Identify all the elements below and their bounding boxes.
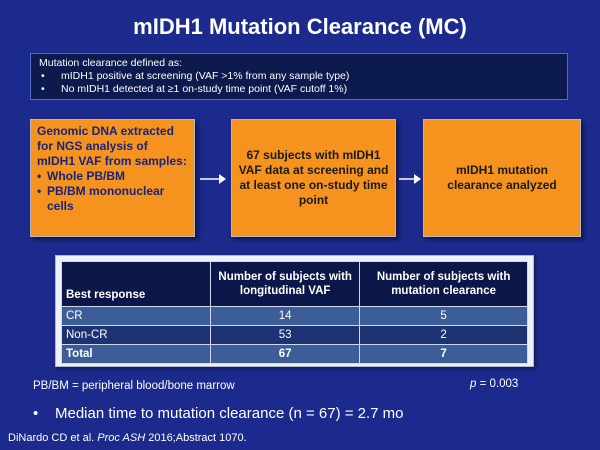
flow-box-subjects: 67 subjects with mIDH1 VAF data at scree… — [231, 119, 396, 237]
cell-longitudinal-vaf: 53 — [210, 325, 361, 345]
bullet-icon: • — [33, 405, 39, 422]
flow-arrow-2 — [399, 174, 421, 184]
header-best-response: Best response — [60, 261, 212, 307]
sample-type-item: Whole PB/BM — [37, 169, 188, 184]
table-header-row: Best response Number of subjects with lo… — [60, 261, 528, 307]
definition-item: No mIDH1 detected at ≥1 on-study time po… — [39, 83, 559, 96]
summary-bullet-text: Median time to mutation clearance (n = 6… — [55, 405, 404, 422]
cell-longitudinal-vaf: 67 — [210, 344, 361, 364]
sample-type-item: PB/BM mononuclear cells — [37, 184, 188, 214]
abbreviation-footnote: PB/BM = peripheral blood/bone marrow — [33, 380, 235, 392]
definition-heading: Mutation clearance defined as: — [39, 57, 183, 69]
flow-box-sample-prep: Genomic DNA extracted for NGS analysis o… — [30, 119, 195, 237]
citation-authors: DiNardo CD et al. — [8, 432, 98, 444]
definition-box: Mutation clearance defined as: mIDH1 pos… — [30, 53, 568, 100]
response-table: Best response Number of subjects with lo… — [60, 261, 528, 364]
table-row: Non-CR 53 2 — [60, 325, 528, 345]
sample-type-list: Whole PB/BM PB/BM mononuclear cells — [37, 169, 188, 214]
row-label: Total — [60, 344, 212, 364]
cell-mutation-clearance: 7 — [359, 344, 528, 364]
flow-arrow-1 — [200, 174, 226, 184]
p-value: p = 0.003 — [470, 378, 518, 390]
row-label: Non-CR — [60, 325, 212, 345]
citation-rest: 2016;Abstract 1070. — [145, 432, 247, 444]
cell-mutation-clearance: 5 — [359, 306, 528, 326]
flow-box-clearance: mIDH1 mutation clearance analyzed — [423, 119, 581, 237]
row-label: CR — [60, 306, 212, 326]
flow-box-clearance-text: mIDH1 mutation clearance analyzed — [447, 163, 557, 192]
table-row-total: Total 67 7 — [60, 344, 528, 364]
table-row: CR 14 5 — [60, 306, 528, 326]
header-mutation-clearance: Number of subjects with mutation clearan… — [359, 261, 528, 307]
summary-bullet: • Median time to mutation clearance (n = … — [33, 405, 404, 422]
flow-box-subjects-text: 67 subjects with mIDH1 VAF data at scree… — [238, 148, 389, 207]
response-table-panel: Best response Number of subjects with lo… — [55, 255, 534, 367]
p-value-text: = 0.003 — [476, 378, 519, 390]
cell-mutation-clearance: 2 — [359, 325, 528, 345]
definition-list: mIDH1 positive at screening (VAF >1% fro… — [39, 70, 559, 96]
flow-box-sample-prep-text: Genomic DNA extracted for NGS analysis o… — [37, 124, 187, 168]
cell-longitudinal-vaf: 14 — [210, 306, 361, 326]
citation: DiNardo CD et al. Proc ASH 2016;Abstract… — [8, 432, 247, 444]
slide-title: mIDH1 Mutation Clearance (MC) — [133, 14, 467, 39]
p-value-label: p — [470, 378, 477, 390]
definition-item: mIDH1 positive at screening (VAF >1% fro… — [39, 70, 559, 83]
citation-journal: Proc ASH — [97, 432, 146, 444]
header-longitudinal-vaf: Number of subjects with longitudinal VAF — [210, 261, 361, 307]
